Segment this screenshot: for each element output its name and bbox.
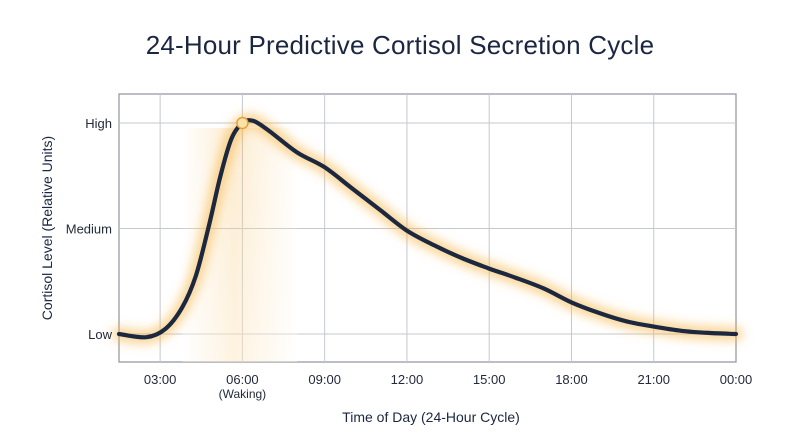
series-layer — [116, 116, 739, 340]
tick-labels: 03:00 06:00(Waking) 09:00 12:00 15:00 18:00 21… — [66, 116, 753, 401]
x-axis-label: Time of Day (24-Hour Cycle) — [342, 409, 520, 425]
x-tick-label: 09:00 — [308, 372, 341, 387]
x-tick-label: 21:00 — [637, 372, 670, 387]
chart-title: 24-Hour Predictive Cortisol Secretion Cy… — [145, 30, 655, 60]
y-axis-label: Cortisol Level (Relative Units) — [39, 136, 55, 320]
y-tick-label: High — [85, 116, 112, 131]
x-tick-label: 00:00 — [720, 372, 753, 387]
x-tick-label: 12:00 — [391, 372, 424, 387]
x-tick-label: 06:00 — [226, 372, 259, 387]
x-tick-label: 15:00 — [473, 372, 506, 387]
y-tick-label: Medium — [66, 222, 112, 237]
x-tick-note: (Waking) — [219, 387, 267, 401]
y-tick-label: Low — [88, 327, 112, 342]
x-tick-label: 03:00 — [144, 372, 177, 387]
peak-marker — [236, 116, 249, 130]
series-line — [116, 118, 739, 340]
x-tick-label: 18:00 — [555, 372, 588, 387]
